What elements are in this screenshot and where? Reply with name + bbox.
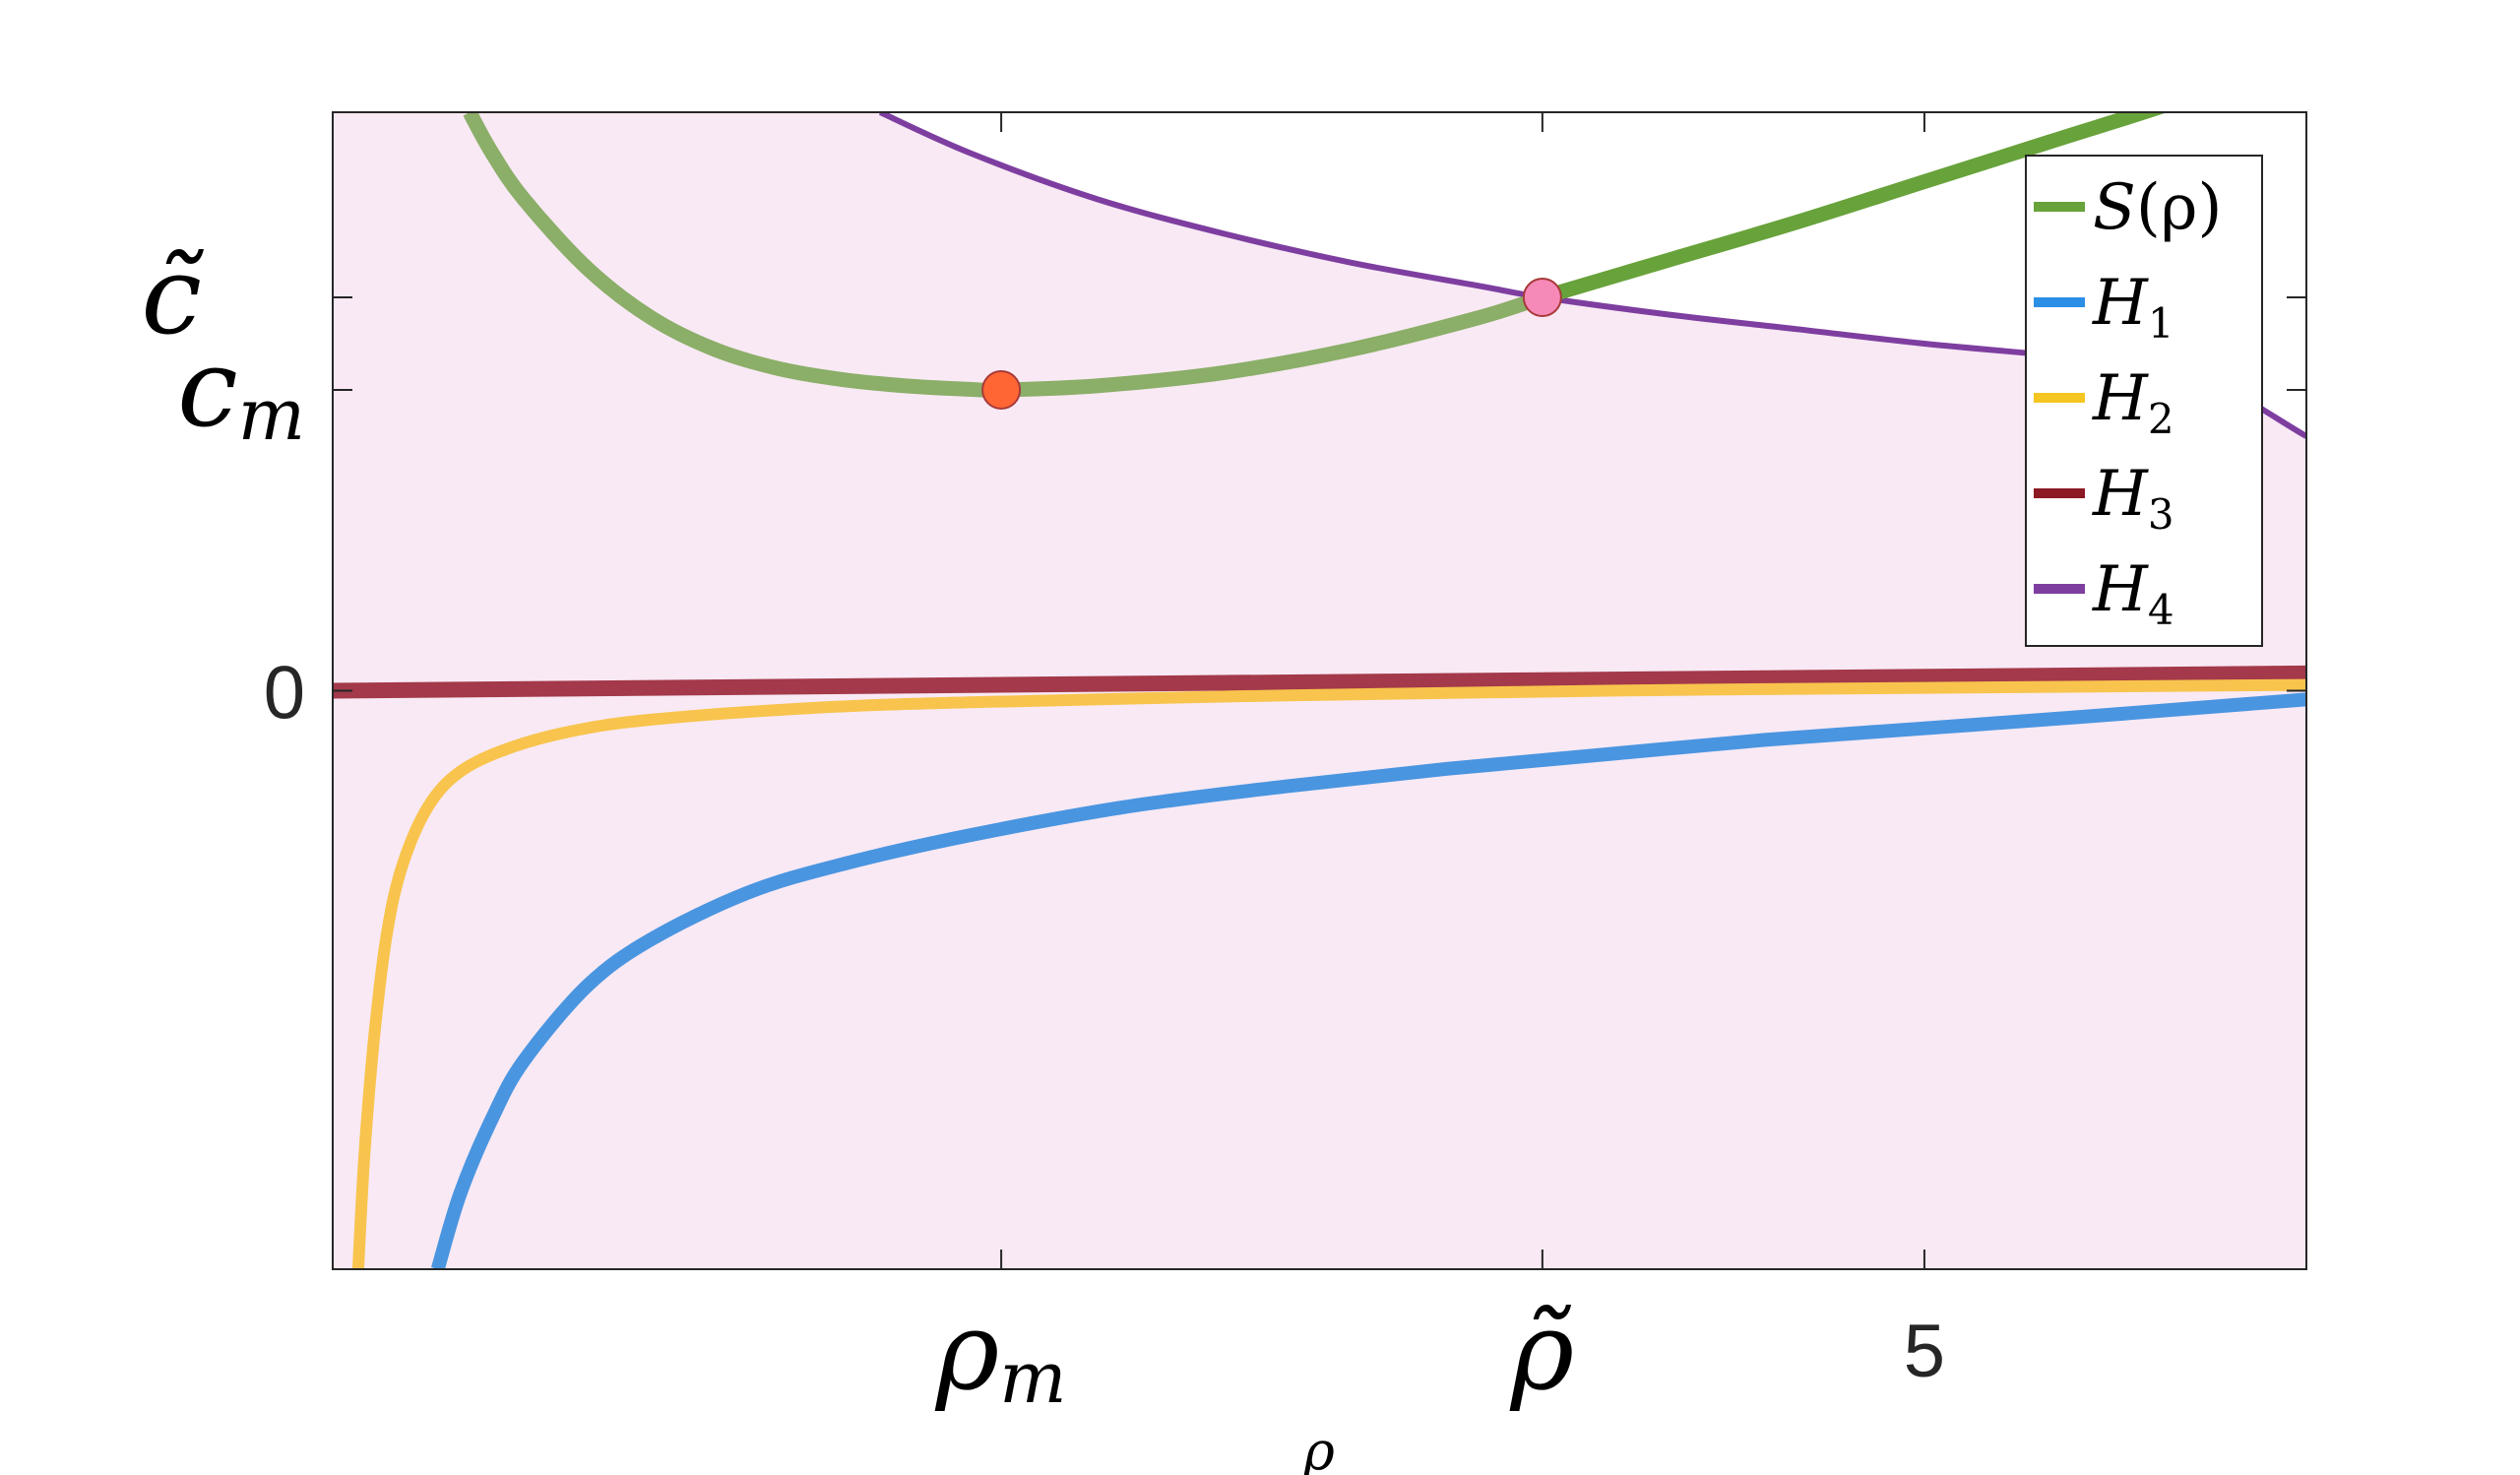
ticks-layer [333,112,2306,1269]
legend-arg-1: (ρ) [2136,171,2223,244]
x-tick-label-2: ρ̃ [1510,1288,1575,1414]
points-layer [981,278,1562,410]
legend-sub-2: 1 [2148,299,2174,348]
legend-sub-4: 3 [2148,490,2174,539]
legend-label-5: H4 [2092,553,2174,634]
series-line-h2 [351,678,2306,1269]
series-line-s-rho-shaded [463,112,1545,398]
y-tick-label-sub-2: m [238,373,305,456]
y-tick-label-1: 0 [264,652,305,736]
marker-point-1 [981,370,1022,410]
legend-label-1: S(ρ) [2093,171,2222,244]
x-tick-label-1: ρm [935,1288,1067,1419]
marker-point-2 [1522,278,1562,317]
x-tick-label-sub-1: m [999,1336,1066,1419]
x-tick-label-3: 5 [1904,1310,1945,1393]
legend-sub-5: 4 [2148,586,2174,634]
series-line-s-rho [1540,112,2169,305]
x-axis-label: ρ [1302,1420,1335,1475]
series-line-h3 [333,665,2306,699]
y-tick-label-3: c̃ [141,232,204,358]
legend-sub-3: 2 [2148,395,2174,443]
series-line-h1 [430,692,2306,1269]
